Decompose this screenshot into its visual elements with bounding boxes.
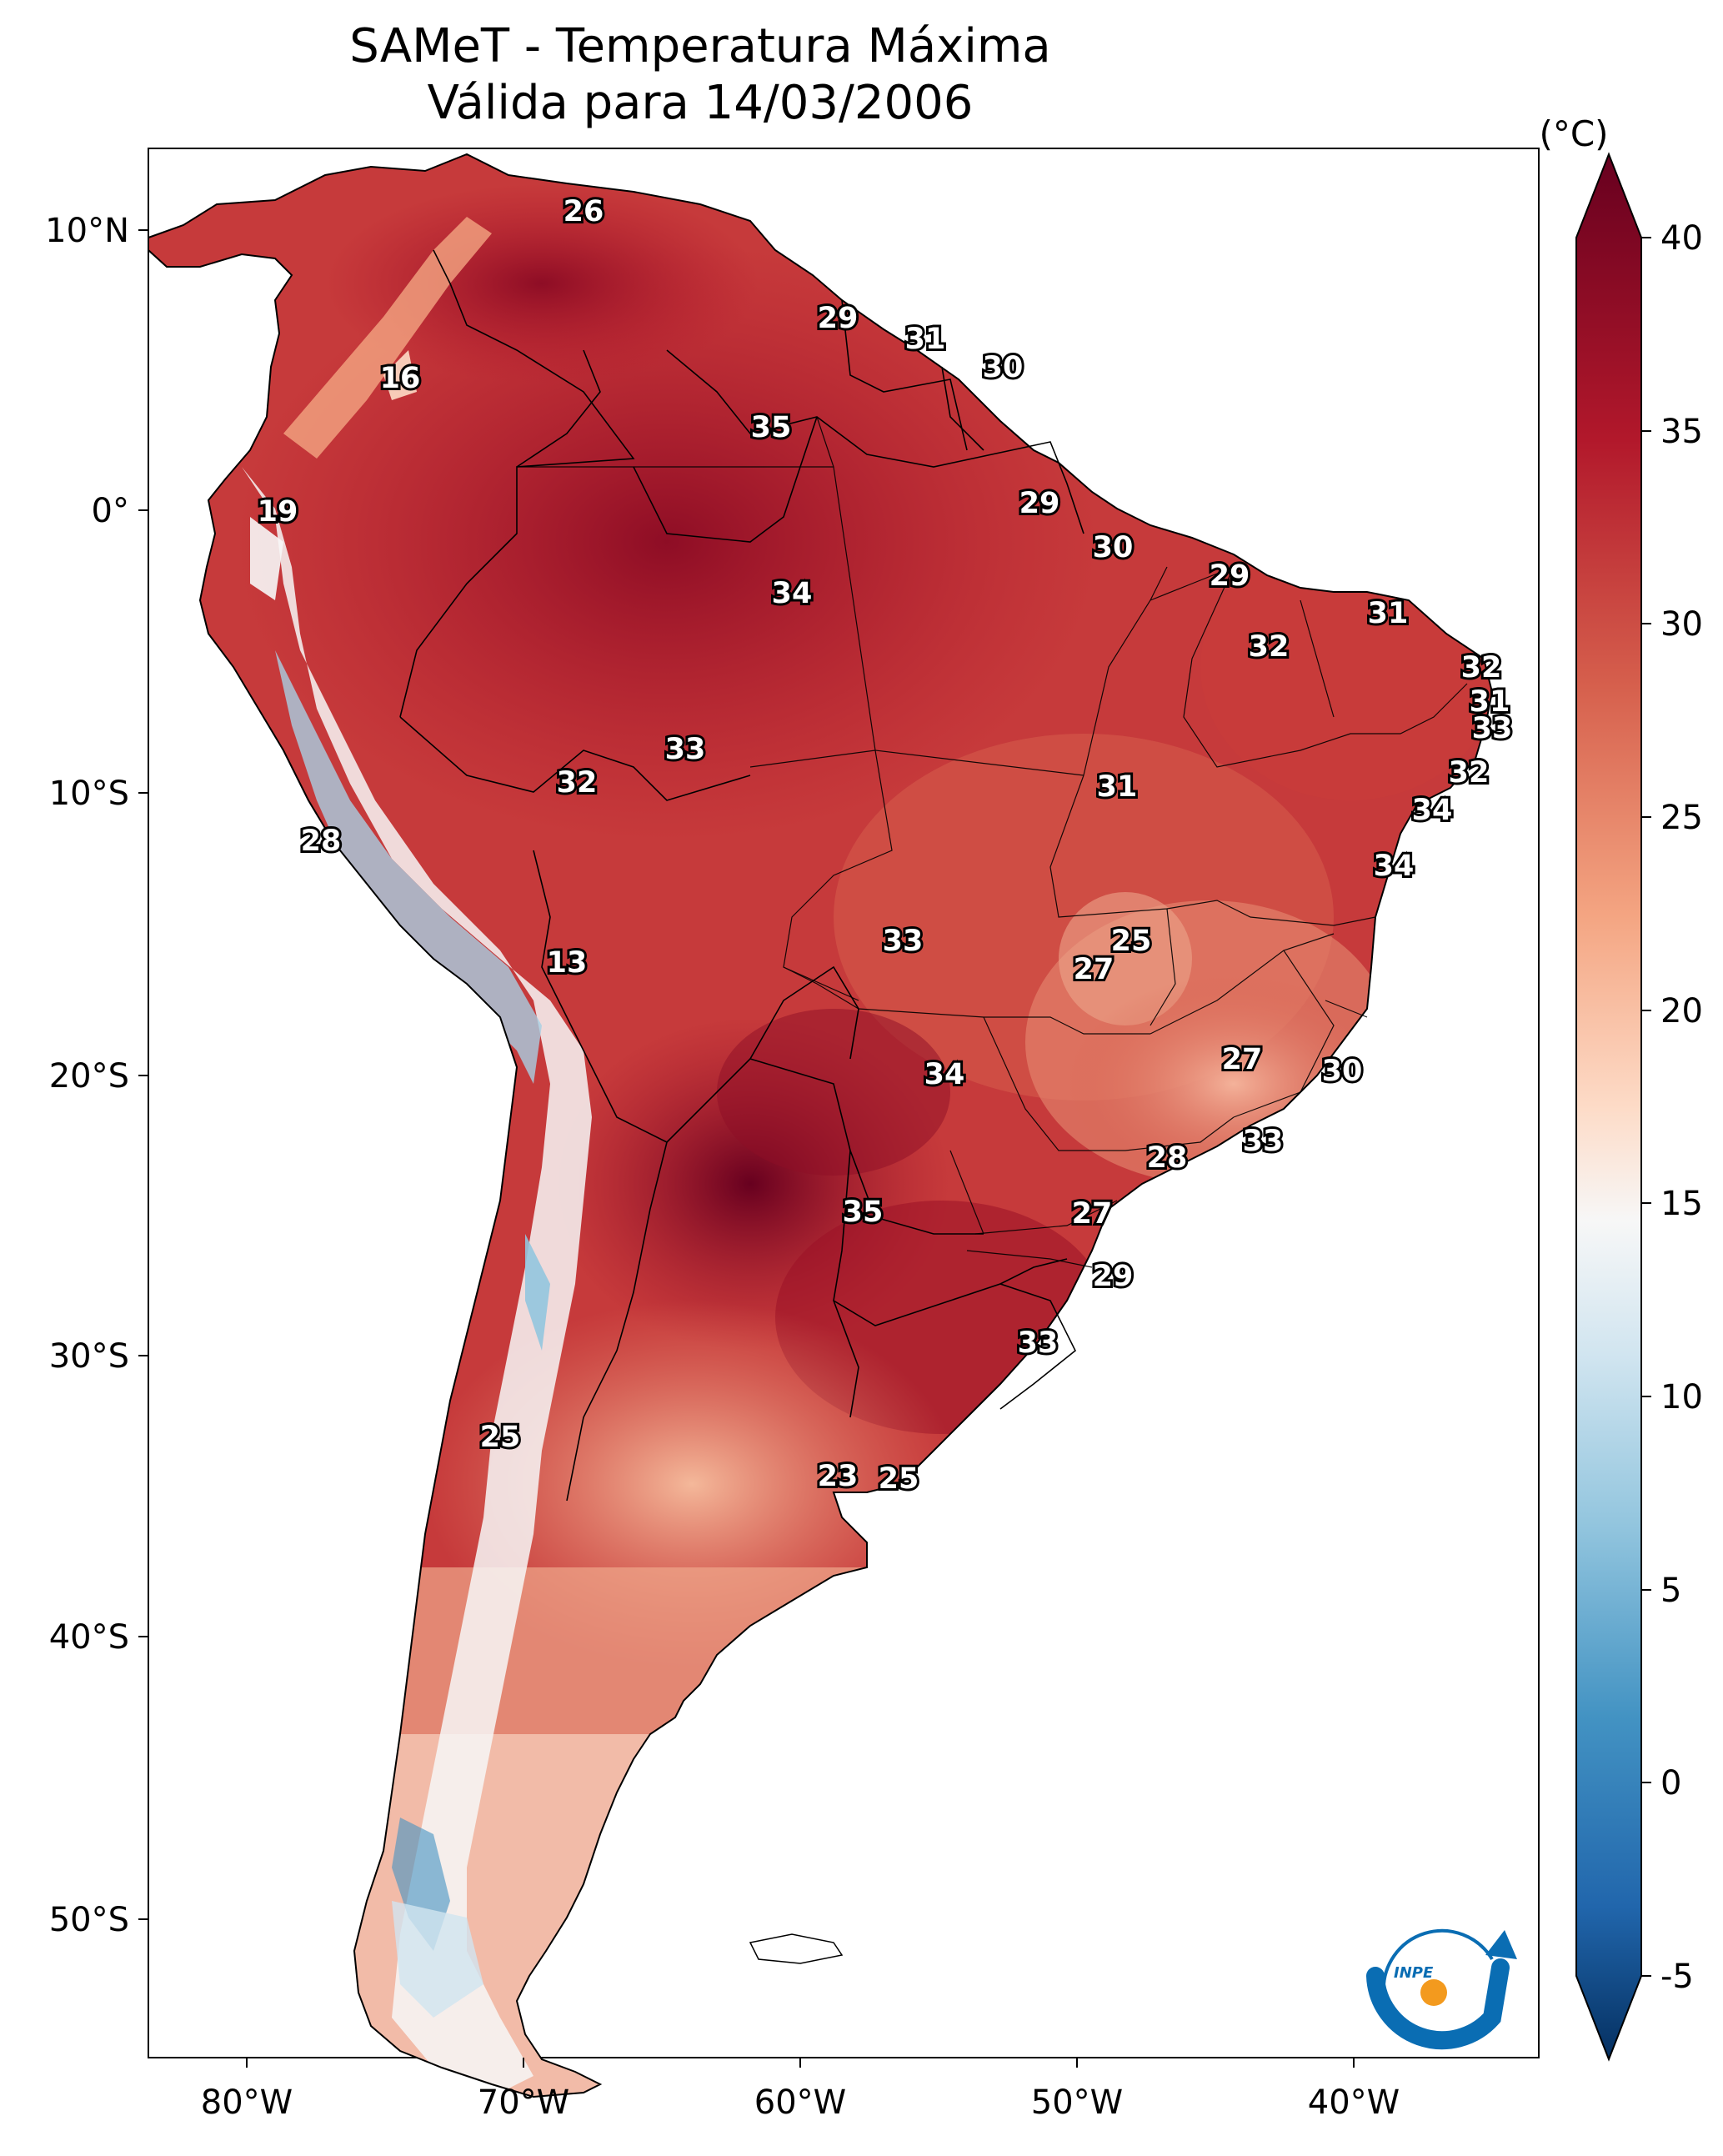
- temp-label: 27: [1072, 1197, 1113, 1231]
- colorbar-tick-label: 25: [1660, 799, 1703, 837]
- temp-label: 32: [1249, 630, 1290, 664]
- temp-label: 35: [751, 411, 792, 444]
- lon-tick-label: 40°W: [1308, 2083, 1400, 2122]
- temp-label: 13: [547, 946, 588, 980]
- temp-label: 26: [563, 195, 604, 228]
- temp-label: 31: [1097, 770, 1138, 804]
- temp-label: 31: [1368, 597, 1409, 630]
- temp-label: 29: [1019, 487, 1060, 520]
- latitude-axis: 10°N 0° 10°S 20°S 30°S 40°S 50°S: [45, 212, 148, 1939]
- temp-label: 33: [665, 733, 706, 766]
- temp-label: 16: [380, 362, 421, 395]
- colorbar-tick-label: 5: [1660, 1572, 1681, 1610]
- temp-label: 32: [1461, 651, 1502, 684]
- temp-label: 34: [772, 577, 813, 610]
- temp-label: 32: [557, 766, 598, 800]
- temperature-labels: 26 29 31 30 16 35 19 29 30 29 34 31 32 3…: [255, 193, 1515, 1498]
- lat-tick-label: 40°S: [49, 1618, 129, 1657]
- colorbar-tick-label: 15: [1660, 1185, 1703, 1223]
- temp-label: 30: [1322, 1055, 1363, 1088]
- temp-label: 31: [1470, 685, 1510, 719]
- lat-tick-label: 10°S: [49, 775, 129, 813]
- state-borders: [517, 416, 1468, 1268]
- colorbar: (°C) 40 35 30 25 20 15 10 5 0 -5: [1539, 113, 1703, 2062]
- lat-tick-label: 50°S: [49, 1901, 129, 1939]
- temp-label: 25: [879, 1462, 919, 1496]
- falkland-islands: [749, 1933, 844, 1964]
- colorbar-tick-label: 40: [1660, 219, 1703, 258]
- longitude-axis: 80°W 70°W 60°W 50°W 40°W: [201, 2058, 1400, 2122]
- temp-label: 23: [818, 1460, 859, 1493]
- temp-label: 29: [1093, 1260, 1134, 1293]
- inpe-logo-text: INPE: [1394, 1964, 1434, 1982]
- temp-label: 19: [258, 495, 298, 529]
- lat-tick-label: 20°S: [49, 1057, 129, 1096]
- map-title: SAMeT - Temperatura Máxima Válida para 1…: [0, 18, 1400, 132]
- temp-label: 31: [905, 323, 946, 356]
- colorbar-tick-label: -5: [1660, 1958, 1694, 1996]
- inpe-logo: INPE: [1366, 1928, 1517, 2050]
- colorbar-tick-label: 30: [1660, 605, 1703, 644]
- colorbar-scale: [1575, 152, 1642, 2062]
- temp-label: 33: [1018, 1326, 1059, 1360]
- temp-label: 34: [1374, 850, 1415, 883]
- lon-tick-label: 60°W: [754, 2083, 846, 2122]
- colorbar-tick-label: 35: [1660, 413, 1703, 451]
- temp-label: 27: [1222, 1043, 1263, 1076]
- lon-tick-label: 70°W: [478, 2083, 569, 2122]
- temp-label: 29: [1210, 559, 1250, 593]
- lon-tick-label: 80°W: [201, 2083, 293, 2122]
- temp-label: 35: [843, 1196, 884, 1229]
- temp-label: 34: [1412, 794, 1453, 827]
- lon-tick-label: 50°W: [1031, 2083, 1123, 2122]
- colorbar-ticks: [1641, 237, 1651, 1977]
- temp-label: 34: [924, 1058, 965, 1091]
- temp-label: 33: [1243, 1125, 1284, 1158]
- temp-label: 25: [480, 1421, 521, 1454]
- temp-label: 29: [818, 302, 859, 335]
- temp-label: 27: [1074, 953, 1114, 986]
- colorbar-tick-label: 10: [1660, 1378, 1703, 1416]
- lat-tick-label: 30°S: [49, 1337, 129, 1376]
- temp-label: 30: [983, 351, 1024, 384]
- temp-label: 33: [883, 925, 924, 958]
- title-line-1: SAMeT - Temperatura Máxima: [349, 19, 1051, 73]
- lat-tick-label: 0°: [92, 492, 129, 530]
- temp-label: 30: [1093, 531, 1134, 564]
- lat-tick-label: 10°N: [45, 212, 129, 250]
- temp-label: 33: [1472, 712, 1513, 745]
- title-line-2: Válida para 14/03/2006: [427, 76, 974, 130]
- temp-label: 32: [1449, 756, 1490, 790]
- colorbar-tick-label: 20: [1660, 992, 1703, 1030]
- temp-label: 28: [301, 825, 342, 858]
- country-borders: [399, 249, 1084, 1502]
- colorbar-tick-label: 0: [1660, 1764, 1681, 1803]
- temp-label: 28: [1147, 1141, 1188, 1175]
- temp-label: 25: [1111, 925, 1152, 958]
- colorbar-unit: (°C): [1539, 113, 1608, 154]
